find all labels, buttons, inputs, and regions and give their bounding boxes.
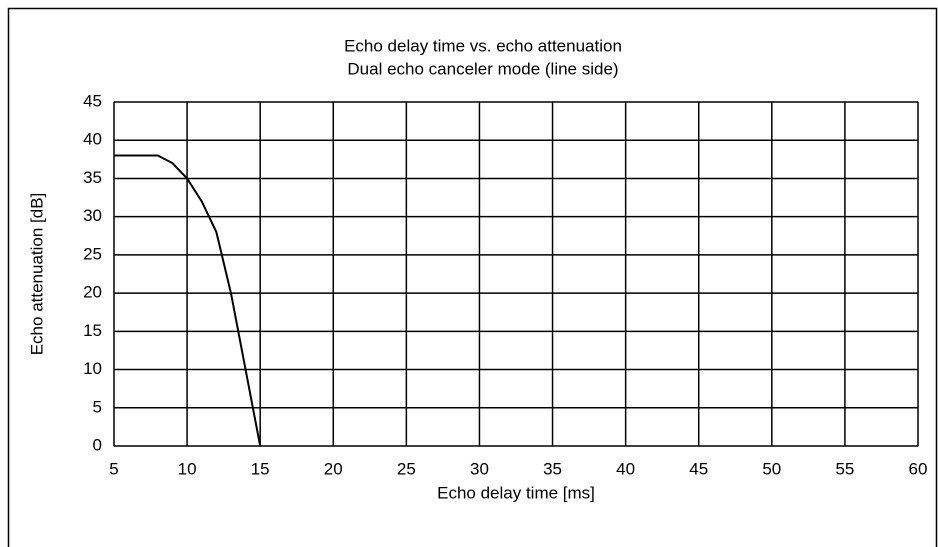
frame — [7, 7, 938, 547]
x-tick-label: 10 — [178, 459, 197, 478]
y-tick-label: 15 — [83, 321, 102, 340]
y-tick-label: 25 — [83, 244, 102, 263]
x-tick-label: 5 — [109, 459, 118, 478]
x-tick-label: 40 — [616, 459, 635, 478]
x-tick-label: 15 — [251, 459, 270, 478]
x-tick-label: 50 — [762, 459, 781, 478]
x-axis-title: Echo delay time [ms] — [437, 483, 595, 502]
x-tick-label: 35 — [543, 459, 562, 478]
y-axis-title: Echo attenuation [dB] — [27, 193, 46, 356]
y-tick-label: 35 — [83, 168, 102, 187]
x-tick-label: 20 — [324, 459, 343, 478]
y-tick-label: 30 — [83, 206, 102, 225]
y-tick-label: 10 — [83, 359, 102, 378]
y-tick-label: 5 — [93, 397, 102, 416]
chart-subtitle: Dual echo canceler mode (line side) — [347, 59, 618, 78]
y-tick-label: 40 — [83, 130, 102, 149]
chart-title: Echo delay time vs. echo attenuation — [344, 36, 622, 55]
y-tick-label: 20 — [83, 283, 102, 302]
data-line — [114, 154, 262, 447]
x-tick-label: 25 — [397, 459, 416, 478]
y-tick-label: 45 — [83, 91, 102, 110]
y-tick-label: 0 — [93, 435, 102, 454]
x-tick-label: 30 — [470, 459, 489, 478]
x-tick-label: 55 — [835, 459, 854, 478]
x-tick-label: 60 — [909, 459, 928, 478]
x-tick-label: 45 — [689, 459, 708, 478]
